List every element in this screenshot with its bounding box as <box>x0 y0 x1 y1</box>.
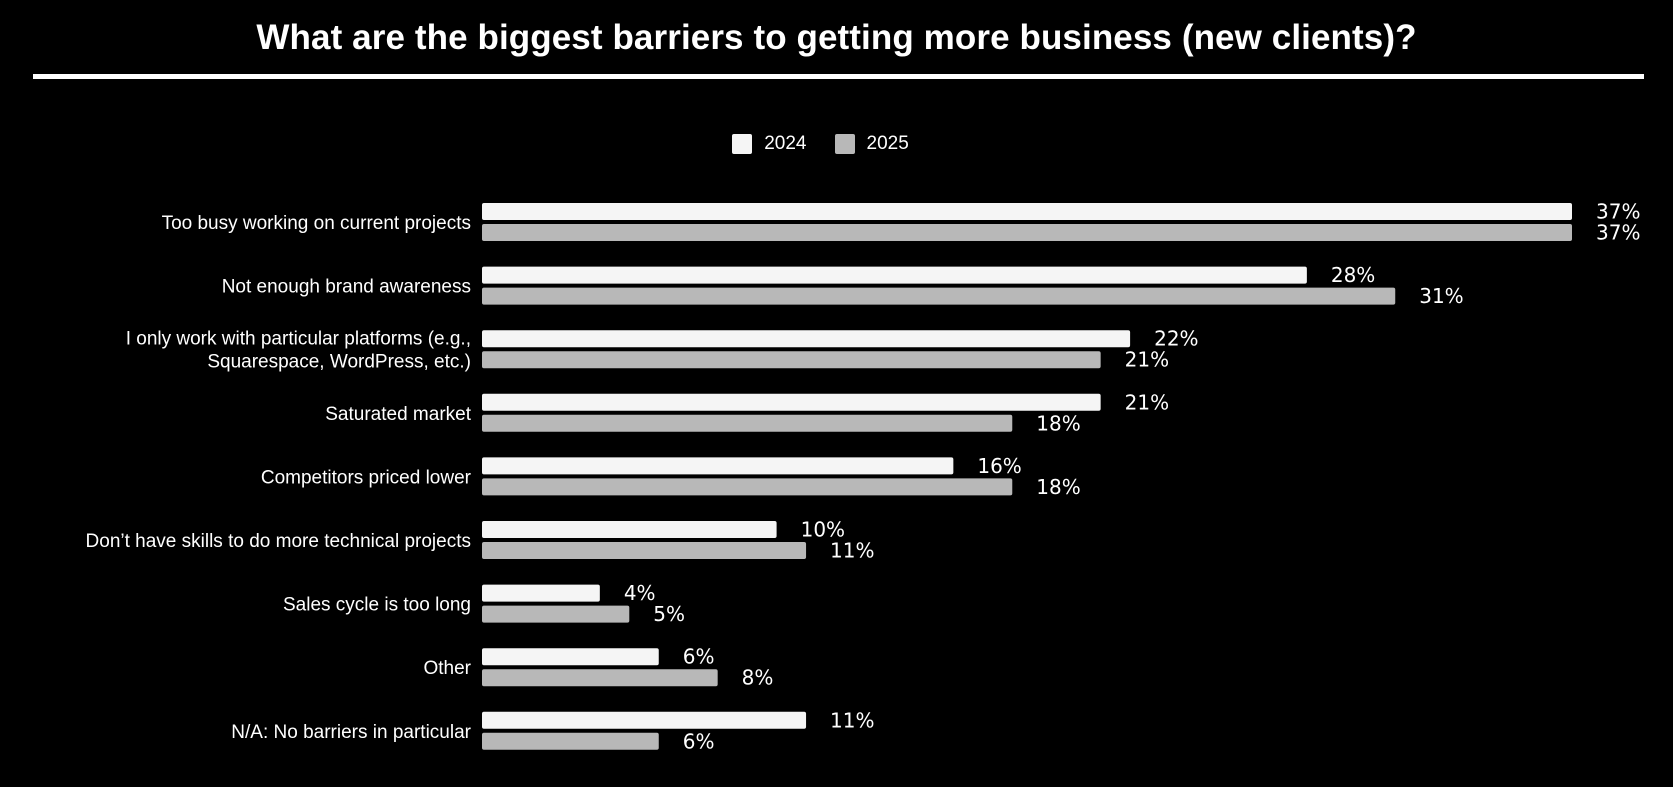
bar-2024 <box>482 203 1572 220</box>
legend-label-2025: 2025 <box>866 133 909 154</box>
title-divider <box>33 74 1644 79</box>
category-label: Don’t have skills to do more technical p… <box>86 531 471 552</box>
legend-label-2024: 2024 <box>764 133 807 154</box>
data-label-2025: 11% <box>830 539 874 563</box>
legend-swatch-2024 <box>732 134 753 154</box>
data-label-2025: 18% <box>1036 411 1080 435</box>
bar-2024 <box>482 393 1101 411</box>
bar-2024 <box>482 457 954 475</box>
data-label-2024: 28% <box>1331 263 1375 287</box>
category-label: Not enough brand awareness <box>222 277 471 298</box>
bar-2025 <box>482 351 1101 369</box>
data-label-2024: 37% <box>1596 200 1640 224</box>
category-label: Too busy working on current projects <box>162 213 471 234</box>
bar-2025 <box>482 669 718 687</box>
bar-2024 <box>482 711 807 729</box>
data-label-2025: 8% <box>742 666 774 690</box>
legend-item-2025: 2025 <box>834 133 909 155</box>
bar-2024 <box>482 330 1131 348</box>
data-label-2025: 31% <box>1419 284 1463 308</box>
legend-swatch-2025 <box>834 134 855 154</box>
data-label-2024: 16% <box>977 454 1021 478</box>
bar-2025 <box>482 478 1013 496</box>
category-label: Sales cycle is too long <box>283 595 471 616</box>
chart-title: What are the biggest barriers to getting… <box>256 18 1417 57</box>
category-label: I only work with particular platforms (e… <box>126 329 471 373</box>
data-label-2025: 6% <box>683 729 715 753</box>
bar-2025 <box>482 605 630 623</box>
bar-2025 <box>482 732 659 750</box>
data-label-2024: 6% <box>683 645 715 669</box>
data-label-2024: 11% <box>830 708 874 732</box>
data-label-2024: 10% <box>801 518 845 542</box>
bar-2024 <box>482 584 600 602</box>
data-label-2024: 21% <box>1125 390 1169 414</box>
bar-2025 <box>482 414 1013 432</box>
category-label: Other <box>423 658 471 679</box>
bar-2025 <box>482 287 1396 305</box>
bar-2024 <box>482 266 1307 284</box>
data-label-2024: 4% <box>624 581 656 605</box>
data-label-2025: 5% <box>653 602 685 626</box>
bar-2025 <box>482 224 1572 241</box>
legend-item-2024: 2024 <box>732 133 807 155</box>
bar-2024 <box>482 648 659 666</box>
data-label-2024: 22% <box>1154 327 1198 351</box>
bar-2024 <box>482 521 777 538</box>
data-label-2025: 18% <box>1036 475 1080 499</box>
category-label: Competitors priced lower <box>261 467 472 488</box>
bar-2025 <box>482 542 807 559</box>
chart-legend: 2024 2025 <box>0 133 1657 155</box>
category-label: N/A: No barriers in particular <box>231 722 471 743</box>
data-label-2025: 37% <box>1596 221 1640 245</box>
category-label: Saturated market <box>325 404 471 425</box>
data-label-2025: 21% <box>1125 348 1169 372</box>
